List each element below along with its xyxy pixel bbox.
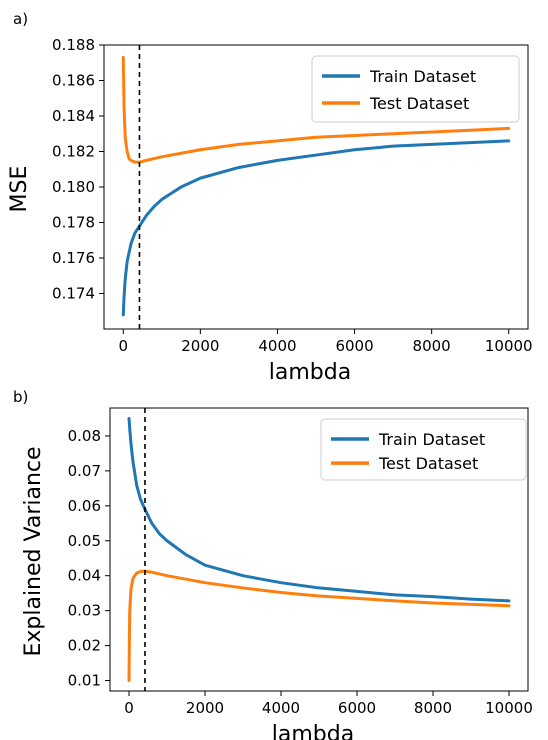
y-tick-label: 0.02 (68, 637, 101, 655)
series-line-train (127, 416, 511, 603)
series-line-train (121, 139, 511, 317)
y-tick-label: 0.176 (52, 249, 95, 267)
y-tick-label: 0.180 (52, 178, 95, 196)
y-tick-label: 0.05 (68, 532, 101, 550)
series-line-test (127, 569, 511, 683)
legend-label: Test Dataset (378, 454, 478, 473)
x-tick-label: 6000 (335, 337, 373, 355)
x-tick-label: 2000 (186, 699, 224, 717)
panel-label: a) (13, 10, 28, 28)
x-axis-label: lambda (272, 722, 354, 740)
chart-panel-a: a) 0 2000 4000 6000 8000 10000 0.174 0.176 0.178 0… (7, 10, 533, 385)
x-tick-label: 10000 (485, 699, 533, 717)
y-axis-label: MSE (7, 166, 32, 213)
legend-label: Train Dataset (378, 430, 485, 449)
x-tick-label: 2000 (181, 337, 219, 355)
y-tick-label: 0.182 (52, 143, 95, 161)
y-tick-label: 0.03 (68, 602, 101, 620)
y-tick-label: 0.08 (68, 427, 101, 445)
legend-label: Test Dataset (369, 94, 469, 113)
plot-area (109, 407, 529, 692)
x-tick-label: 6000 (338, 699, 376, 717)
y-axis-label: Explained Variance (21, 446, 46, 656)
y-tick-label: 0.184 (52, 107, 95, 125)
y-tick-label: 0.04 (68, 567, 101, 585)
y-tick-label: 0.06 (68, 497, 101, 515)
y-tick-label: 0.07 (68, 462, 101, 480)
x-tick-label: 4000 (258, 337, 296, 355)
y-tick-label: 0.186 (52, 72, 95, 90)
panel-label: b) (13, 388, 28, 406)
series-line-test (121, 55, 511, 164)
x-tick-label: 10000 (485, 337, 533, 355)
y-tick-label: 0.174 (52, 285, 95, 303)
y-tick-label: 0.01 (68, 672, 101, 690)
x-tick-label: 0 (118, 337, 128, 355)
y-tick-label: 0.188 (52, 36, 95, 54)
legend: Train Dataset Test Dataset (320, 418, 527, 481)
x-tick-label: 4000 (262, 699, 300, 717)
x-tick-label: 0 (124, 699, 134, 717)
x-tick-label: 8000 (414, 699, 452, 717)
legend: Train Dataset Test Dataset (311, 55, 520, 123)
legend-label: Train Dataset (369, 67, 476, 86)
legend-box (311, 55, 520, 123)
x-axis-label: lambda (269, 360, 351, 385)
chart-panel-b: b) 0 2000 4000 6000 8000 10000 0.01 0.02 0.03 0.04… (13, 388, 533, 740)
x-tick-label: 8000 (413, 337, 451, 355)
legend-box (320, 418, 527, 481)
y-tick-label: 0.178 (52, 214, 95, 232)
